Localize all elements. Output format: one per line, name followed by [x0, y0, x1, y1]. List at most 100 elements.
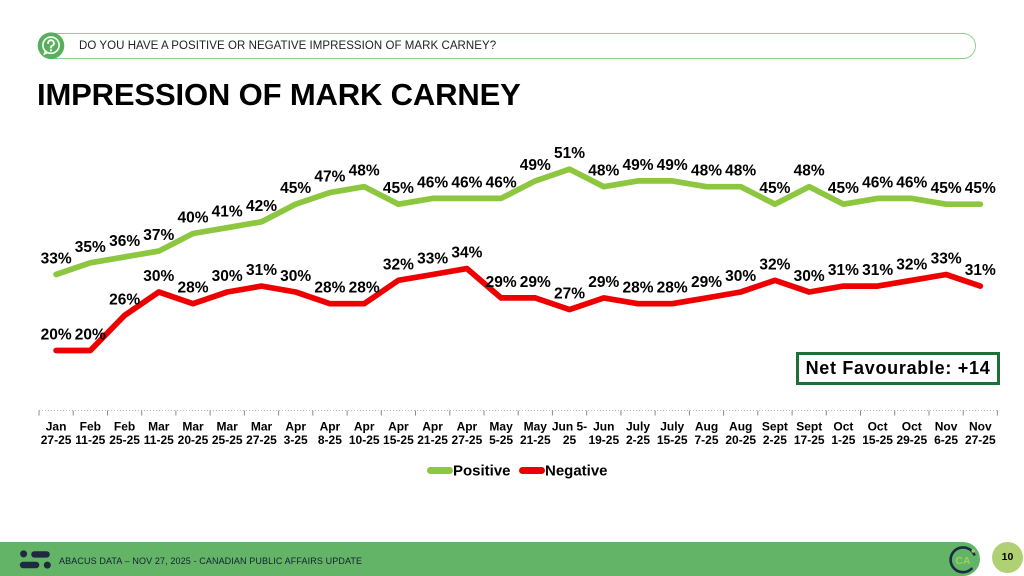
svg-text:27%: 27%	[554, 286, 585, 303]
svg-text:35%: 35%	[75, 239, 106, 256]
svg-text:29%: 29%	[486, 274, 517, 291]
svg-text:5-25: 5-25	[489, 433, 513, 447]
svg-text:Nov: Nov	[935, 420, 958, 434]
svg-text:45%: 45%	[931, 180, 962, 197]
svg-text:37%: 37%	[143, 227, 174, 244]
svg-text:20-25: 20-25	[178, 433, 209, 447]
svg-text:49%: 49%	[657, 157, 688, 174]
svg-text:41%: 41%	[212, 204, 243, 221]
svg-text:15-25: 15-25	[657, 433, 688, 447]
svg-text:33%: 33%	[931, 251, 962, 268]
svg-text:25: 25	[563, 433, 577, 447]
svg-text:2-25: 2-25	[763, 433, 787, 447]
svg-text:Oct: Oct	[868, 420, 888, 434]
svg-text:Mar: Mar	[182, 420, 204, 434]
svg-text:Mar: Mar	[251, 420, 273, 434]
svg-text:28%: 28%	[177, 280, 208, 297]
svg-text:30%: 30%	[280, 268, 311, 285]
svg-text:10-25: 10-25	[349, 433, 380, 447]
svg-text:27-25: 27-25	[41, 433, 72, 447]
svg-text:Sept: Sept	[762, 420, 788, 434]
svg-text:Aug: Aug	[695, 420, 718, 434]
svg-text:33%: 33%	[41, 251, 72, 268]
svg-text:34%: 34%	[451, 245, 482, 262]
svg-text:51%: 51%	[554, 145, 585, 162]
svg-text:Mar: Mar	[148, 420, 170, 434]
svg-text:Feb: Feb	[80, 420, 101, 434]
svg-text:32%: 32%	[759, 256, 790, 273]
svg-text:49%: 49%	[622, 157, 653, 174]
svg-text:July: July	[626, 420, 650, 434]
svg-text:46%: 46%	[862, 174, 893, 191]
svg-text:Apr: Apr	[422, 420, 443, 434]
svg-text:Nov: Nov	[969, 420, 992, 434]
svg-text:45%: 45%	[759, 180, 790, 197]
svg-text:45%: 45%	[280, 180, 311, 197]
svg-text:29%: 29%	[588, 274, 619, 291]
svg-text:May: May	[524, 420, 548, 434]
svg-text:CA: CA	[955, 555, 971, 567]
svg-text:21-25: 21-25	[417, 433, 448, 447]
svg-text:32%: 32%	[383, 256, 414, 273]
svg-text:28%: 28%	[314, 280, 345, 297]
svg-text:28%: 28%	[657, 280, 688, 297]
svg-text:8-25: 8-25	[318, 433, 342, 447]
svg-text:Apr: Apr	[354, 420, 375, 434]
svg-text:29%: 29%	[691, 274, 722, 291]
svg-text:May: May	[489, 420, 513, 434]
svg-text:49%: 49%	[520, 157, 551, 174]
svg-text:July: July	[660, 420, 684, 434]
svg-text:46%: 46%	[417, 174, 448, 191]
svg-text:1-25: 1-25	[831, 433, 855, 447]
svg-text:29%: 29%	[520, 274, 551, 291]
svg-text:Sept: Sept	[796, 420, 822, 434]
svg-text:Jun 5-: Jun 5-	[552, 420, 587, 434]
svg-text:Oct: Oct	[902, 420, 922, 434]
svg-text:2-25: 2-25	[626, 433, 650, 447]
svg-text:28%: 28%	[349, 280, 380, 297]
svg-text:20%: 20%	[41, 327, 72, 344]
svg-text:31%: 31%	[828, 262, 859, 279]
svg-text:Negative: Negative	[545, 463, 608, 480]
svg-text:Apr: Apr	[320, 420, 341, 434]
svg-text:40%: 40%	[177, 210, 208, 227]
svg-text:30%: 30%	[725, 268, 756, 285]
svg-text:17-25: 17-25	[794, 433, 825, 447]
svg-text:46%: 46%	[451, 174, 482, 191]
svg-text:31%: 31%	[965, 262, 996, 279]
svg-text:Apr: Apr	[457, 420, 478, 434]
svg-text:Oct: Oct	[833, 420, 853, 434]
svg-text:28%: 28%	[622, 280, 653, 297]
svg-text:11-25: 11-25	[75, 433, 105, 447]
svg-text:Apr: Apr	[285, 420, 306, 434]
svg-text:15-25: 15-25	[383, 433, 414, 447]
svg-text:25-25: 25-25	[212, 433, 243, 447]
svg-text:30%: 30%	[794, 268, 825, 285]
svg-text:30%: 30%	[143, 268, 174, 285]
svg-text:7-25: 7-25	[694, 433, 718, 447]
svg-text:27-25: 27-25	[246, 433, 277, 447]
svg-text:26%: 26%	[109, 291, 140, 308]
svg-text:3-25: 3-25	[284, 433, 308, 447]
svg-text:48%: 48%	[588, 163, 619, 180]
svg-text:20-25: 20-25	[725, 433, 756, 447]
svg-text:48%: 48%	[794, 163, 825, 180]
svg-text:46%: 46%	[486, 174, 517, 191]
svg-text:6-25: 6-25	[934, 433, 958, 447]
svg-text:36%: 36%	[109, 233, 140, 250]
svg-text:Mar: Mar	[217, 420, 239, 434]
svg-text:30%: 30%	[212, 268, 243, 285]
svg-text:48%: 48%	[725, 163, 756, 180]
svg-text:Apr: Apr	[388, 420, 409, 434]
svg-text:31%: 31%	[246, 262, 277, 279]
svg-text:32%: 32%	[896, 256, 927, 273]
svg-text:45%: 45%	[828, 180, 859, 197]
svg-text:33%: 33%	[417, 251, 448, 268]
svg-text:19-25: 19-25	[588, 433, 619, 447]
svg-text:45%: 45%	[965, 180, 996, 197]
svg-text:45%: 45%	[383, 180, 414, 197]
svg-text:15-25: 15-25	[862, 433, 893, 447]
svg-text:42%: 42%	[246, 198, 277, 215]
svg-text:48%: 48%	[349, 163, 380, 180]
svg-text:Jun: Jun	[593, 420, 614, 434]
